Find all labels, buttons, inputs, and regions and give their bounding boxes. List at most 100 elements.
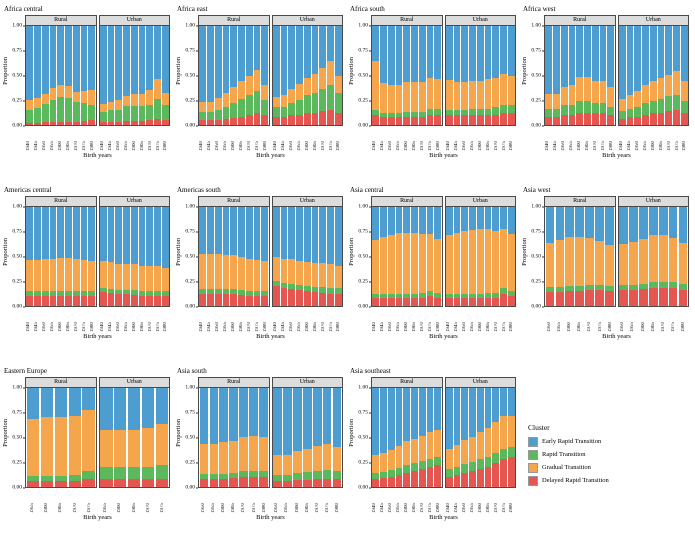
facet-strip: Urban xyxy=(98,15,170,26)
stacked-bar xyxy=(584,26,591,125)
bar-segment-gradual xyxy=(311,263,319,288)
bar-segment-rapid xyxy=(154,291,161,297)
bar-segment-early xyxy=(322,388,332,445)
y-axis: Proportion xyxy=(174,196,182,307)
bar-segment-rapid xyxy=(319,89,327,112)
region-panel: Asia south Proportion 0.00 0.25 0.50 0.75 1.00… xyxy=(174,365,347,546)
bar-segment-delayed xyxy=(492,463,500,487)
stacked-bar xyxy=(492,26,500,125)
x-tick-label: 1975 xyxy=(501,141,507,151)
x-tick-label: 1940 xyxy=(372,503,378,513)
bar-segment-gradual xyxy=(319,263,327,288)
x-tick-label: 1970 xyxy=(147,141,153,151)
bar-segment-delayed xyxy=(230,118,238,125)
stacked-bar xyxy=(311,207,319,306)
bar-segment-early xyxy=(576,26,584,77)
bar-segment-rapid xyxy=(245,291,253,297)
bar-segment-early xyxy=(634,26,642,92)
y-tick-label: 0.75 xyxy=(358,47,368,54)
bar-segment-early xyxy=(199,207,207,254)
bar-segment-gradual xyxy=(387,450,395,471)
stacked-bar xyxy=(649,26,657,125)
y-axis: Proportion xyxy=(347,196,355,307)
bar-segment-early xyxy=(507,207,515,234)
bar-segment-rapid xyxy=(115,290,123,295)
x-tick-label: 1950 xyxy=(561,141,567,151)
bar-segment-gradual xyxy=(302,449,312,473)
y-tick-mark xyxy=(369,412,371,414)
bar-segment-early xyxy=(332,388,342,448)
x-ticks: 1940 1945 1950 1955 1960 1965 1970 1975 1980 xyxy=(371,126,443,151)
bar-segment-gradual xyxy=(434,238,441,294)
bar-segment-delayed xyxy=(26,123,34,125)
panel-body: Proportion 0.00 0.25 0.50 0.75 1.00 Rural 1940 1… xyxy=(347,377,520,513)
bar-segment-gradual xyxy=(34,259,41,292)
bar-segment-early xyxy=(68,388,81,416)
y-tick-mark xyxy=(542,281,544,283)
facet-row: Rural 1940 1945 1950 1955 1960 1965 1970 1975 198… xyxy=(544,15,693,151)
y-tick-label: 0.00 xyxy=(185,484,195,491)
bar-segment-rapid xyxy=(618,111,626,120)
stacked-bar xyxy=(605,207,614,306)
stacked-bar xyxy=(426,388,434,487)
stacked-bar xyxy=(100,388,113,487)
bar-segment-rapid xyxy=(80,103,88,122)
bar-segment-early xyxy=(114,388,127,430)
x-tick-label: 1965 xyxy=(412,141,418,151)
y-axis-label: Proportion xyxy=(347,237,355,266)
bar-segment-early xyxy=(280,207,288,259)
stacked-bar xyxy=(665,26,673,125)
bar-segment-rapid xyxy=(434,293,441,299)
y-axis-label: Proportion xyxy=(174,418,182,447)
bar-segment-rapid xyxy=(99,288,107,293)
bar-segment-gradual xyxy=(418,435,426,462)
plot-area xyxy=(198,388,270,488)
x-tick-label: 1975 xyxy=(428,322,434,332)
bar-segment-delayed xyxy=(418,298,426,306)
bar-segment-delayed xyxy=(553,117,560,125)
stacked-bar xyxy=(599,26,607,125)
bar-segment-delayed xyxy=(395,117,403,125)
stacked-bar xyxy=(476,26,484,125)
stacked-bar xyxy=(245,207,253,306)
facet-strip: Urban xyxy=(271,196,343,207)
bar-segment-rapid xyxy=(492,293,500,299)
bar-segment-delayed xyxy=(146,120,154,125)
x-tick-label: 1955 xyxy=(396,503,402,513)
bar-segment-rapid xyxy=(372,110,380,116)
y-axis: Proportion xyxy=(1,196,9,307)
bar-segment-delayed xyxy=(154,296,161,306)
bar-segment-delayed xyxy=(648,288,658,306)
facet-row: Rural 1950 1955 1960 1965 1970 1975 1980 Urban 19… xyxy=(544,196,693,332)
y-tick-mark xyxy=(23,75,25,77)
bar-segment-rapid xyxy=(207,289,214,295)
x-tick-label: 1950 xyxy=(620,322,626,332)
y-tick-label: 0.00 xyxy=(12,303,22,310)
y-tick-label: 0.25 xyxy=(12,97,22,104)
panel-body: Proportion 0.00 0.25 0.50 0.75 1.00 Rural 1950 1… xyxy=(174,377,347,513)
y-tick-mark xyxy=(23,231,25,233)
bar-segment-early xyxy=(34,207,41,260)
bar-segment-early xyxy=(123,207,130,265)
stacked-bar xyxy=(303,207,311,306)
bar-segment-gradual xyxy=(565,236,575,287)
stacked-bar xyxy=(387,207,395,306)
x-tick-label: 1950 xyxy=(115,141,121,151)
bar-segment-gradual xyxy=(507,415,515,448)
x-tick-label: 1970 xyxy=(74,141,80,151)
bar-segment-early xyxy=(418,26,426,83)
x-tick-label: 1965 xyxy=(485,141,491,151)
x-tick-label: 1965 xyxy=(412,503,418,513)
x-tick-label: 1980 xyxy=(335,503,341,513)
bar-segment-early xyxy=(100,388,113,430)
bar-segment-rapid xyxy=(214,289,222,295)
x-tick-label: 1980 xyxy=(435,141,441,151)
plot-area xyxy=(617,207,689,307)
stacked-bar xyxy=(26,26,34,125)
stacked-bar xyxy=(72,26,80,125)
bar-segment-gradual xyxy=(72,258,80,292)
y-tick-mark xyxy=(369,100,371,102)
bar-segment-early xyxy=(49,207,57,259)
stacked-bar xyxy=(238,26,245,125)
x-tick-label: 1950 xyxy=(388,503,394,513)
